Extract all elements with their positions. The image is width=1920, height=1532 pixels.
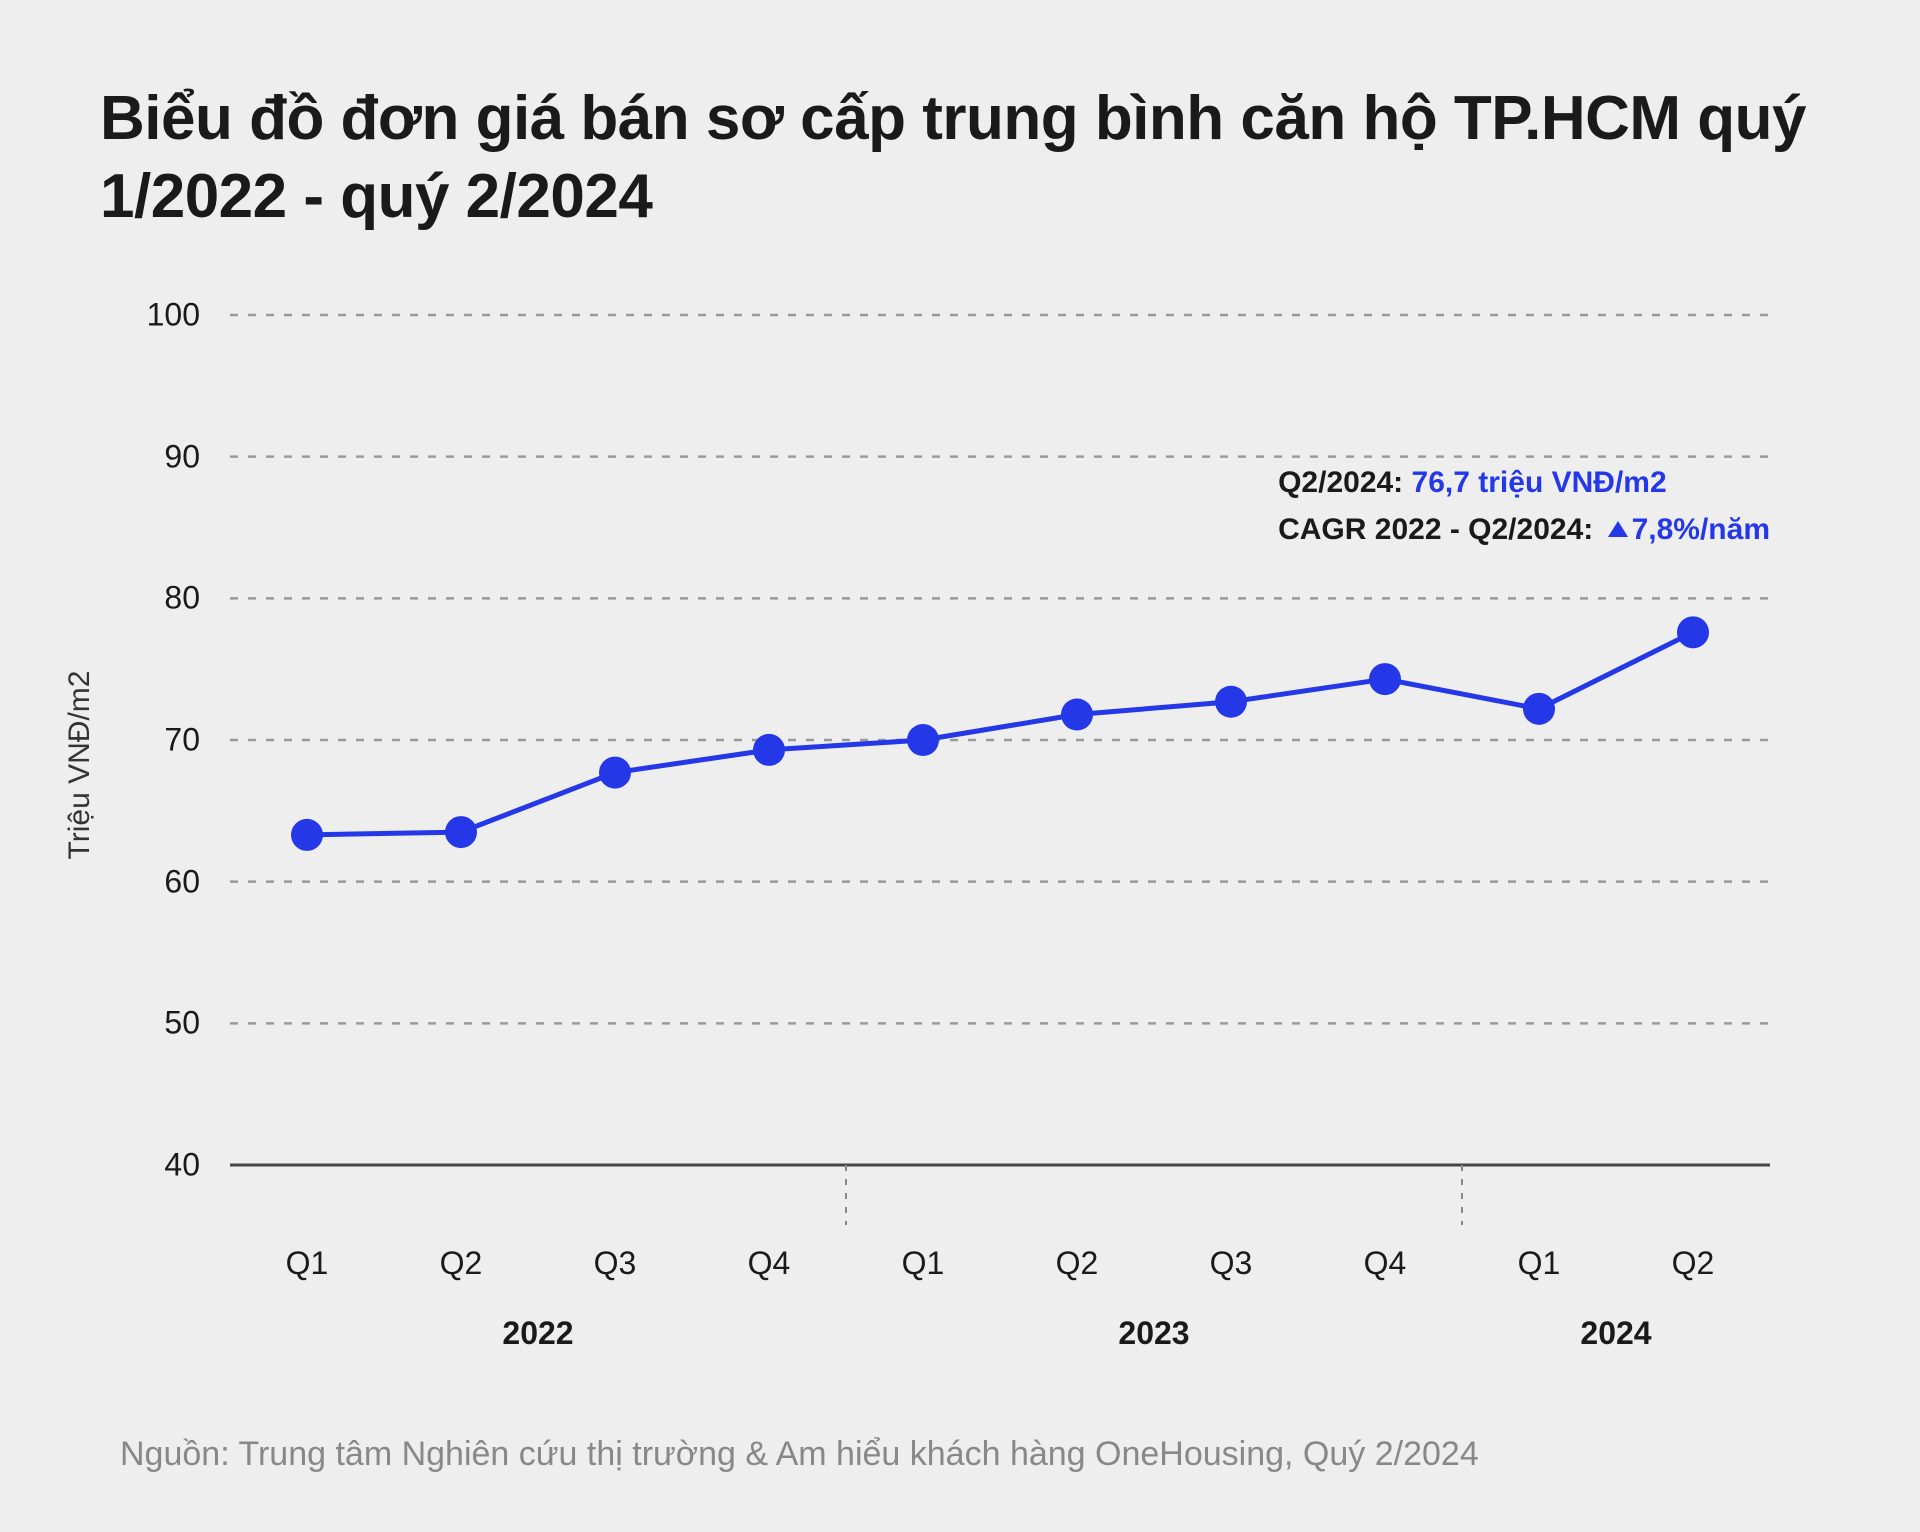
y-axis-label: Triệu VNĐ/m2 [63,671,97,860]
chart-callout: Q2/2024: 76,7 triệu VNĐ/m2 CAGR 2022 - Q… [1278,460,1770,553]
y-tick-label: 80 [164,580,200,617]
x-tick-label: Q1 [902,1245,945,1282]
y-tick-label: 40 [164,1147,200,1184]
x-tick-label: Q2 [1056,1245,1099,1282]
chart: Triệu VNĐ/m2 405060708090100 Q1Q2Q3Q4Q1Q… [110,305,1810,1225]
x-tick-label: Q2 [1672,1245,1715,1282]
callout-line2-label: CAGR 2022 - Q2/2024: [1278,513,1593,546]
chart-svg [110,305,1810,1225]
x-tick-label: Q2 [440,1245,483,1282]
year-label: 2024 [1580,1315,1651,1352]
x-tick-label: Q4 [748,1245,791,1282]
y-tick-label: 70 [164,722,200,759]
callout-line1-label: Q2/2024: [1278,466,1403,499]
year-label: 2023 [1118,1315,1189,1352]
x-tick-label: Q1 [286,1245,329,1282]
x-tick-label: Q1 [1518,1245,1561,1282]
callout-line1-value: 76,7 triệu VNĐ/m2 [1412,466,1667,499]
y-tick-label: 100 [147,297,200,334]
y-tick-label: 60 [164,863,200,900]
y-tick-label: 90 [164,438,200,475]
up-triangle-icon [1608,521,1628,537]
y-tick-label: 50 [164,1005,200,1042]
x-tick-label: Q3 [594,1245,637,1282]
source-text: Nguồn: Trung tâm Nghiên cứu thị trường &… [120,1435,1820,1474]
callout-line2-value: 7,8%/năm [1632,513,1770,546]
chart-container: Biểu đồ đơn giá bán sơ cấp trung bình că… [0,0,1920,1514]
x-tick-label: Q4 [1364,1245,1407,1282]
year-label: 2022 [502,1315,573,1352]
chart-title: Biểu đồ đơn giá bán sơ cấp trung bình că… [100,80,1820,235]
x-tick-label: Q3 [1210,1245,1253,1282]
